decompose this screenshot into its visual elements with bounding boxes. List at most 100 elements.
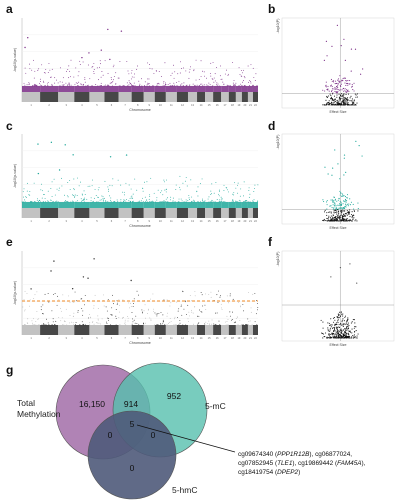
volcano-point: [353, 217, 355, 219]
manhattan-point: [253, 201, 254, 203]
manhattan-point: [180, 306, 182, 307]
manhattan-point: [101, 318, 103, 320]
volcano-point: [324, 218, 326, 220]
chromosome-band-10: [154, 208, 166, 218]
volcano-point: [337, 89, 339, 91]
manhattan-point: [180, 304, 182, 306]
chromosome-tick-label: 13: [191, 103, 194, 107]
manhattan-point: [67, 196, 69, 198]
manhattan-outlier-point: [125, 154, 128, 156]
manhattan-point: [156, 324, 158, 326]
manhattan-point: [220, 303, 222, 305]
manhattan-point: [66, 70, 68, 72]
manhattan-point: [63, 85, 65, 87]
manhattan-point: [66, 85, 68, 87]
manhattan-point: [124, 199, 126, 201]
manhattan-point: [152, 293, 154, 295]
significant-band-12: [176, 86, 188, 92]
manhattan-point: [184, 201, 186, 203]
manhattan-point: [149, 67, 151, 69]
significant-band-16: [213, 202, 222, 208]
manhattan-point: [55, 201, 57, 203]
manhattan-point: [107, 319, 109, 321]
manhattan-point: [244, 85, 246, 87]
manhattan-point: [165, 188, 167, 190]
manhattan-point: [42, 313, 43, 314]
manhattan-point: [201, 178, 203, 180]
manhattan-point: [68, 295, 70, 297]
volcano-point: [345, 201, 347, 203]
manhattan-point: [36, 291, 38, 293]
manhattan-point: [109, 195, 111, 197]
manhattan-point: [141, 311, 143, 313]
manhattan-point: [126, 85, 128, 87]
volcano-point: [339, 329, 341, 331]
manhattan-point: [170, 196, 172, 198]
manhattan-point: [204, 323, 206, 325]
manhattan-point: [221, 308, 223, 310]
volcano-point: [346, 330, 348, 332]
volcano-point: [354, 220, 356, 222]
manhattan-point: [211, 183, 213, 185]
manhattan-point: [124, 319, 126, 321]
volcano-point: [336, 94, 338, 96]
volcano-point: [334, 333, 336, 335]
chromosome-tick-label: 6: [111, 336, 113, 340]
chromosome-band-6: [104, 325, 119, 335]
manhattan-point: [74, 291, 76, 293]
manhattan-point: [152, 200, 154, 202]
manhattan-point: [64, 201, 66, 203]
chromosome-tick-label: 15: [208, 336, 211, 340]
manhattan-point: [212, 78, 214, 80]
manhattan-point: [173, 85, 175, 87]
volcano-point: [332, 220, 334, 222]
manhattan-point: [32, 324, 34, 326]
manhattan-point: [188, 311, 190, 313]
volcano-point: [342, 217, 344, 220]
volcano-point: [344, 103, 346, 105]
manhattan-point: [172, 197, 174, 199]
manhattan-point: [144, 81, 146, 83]
volcano-point: [333, 216, 335, 219]
volcano-point: [339, 104, 341, 106]
volcano-point: [343, 335, 345, 337]
volcano-point: [331, 89, 333, 92]
volcano-plot-f: Effect Size-log10(P): [276, 250, 395, 347]
volcano-point: [326, 208, 328, 210]
significant-band-2: [40, 86, 59, 92]
manhattan-outlier-point: [72, 154, 74, 156]
manhattan-point: [157, 313, 159, 315]
volcano-point: [339, 315, 341, 317]
panel-e: e 1 2 3 4 5 6 7 8 9 10 11 12 13 14 15 16 17 18 19 20 21 22Chr…: [6, 235, 259, 345]
manhattan-point: [240, 75, 242, 77]
volcano-point: [325, 332, 327, 334]
manhattan-point: [218, 201, 220, 203]
manhattan-point: [93, 197, 95, 199]
manhattan-point: [204, 200, 206, 202]
volcano-point: [360, 73, 362, 75]
manhattan-outlier-point: [58, 169, 61, 171]
manhattan-point: [69, 70, 71, 72]
manhattan-point: [213, 192, 215, 194]
manhattan-point: [160, 323, 162, 325]
manhattan-point: [219, 295, 221, 297]
volcano-point: [344, 220, 346, 222]
manhattan-point: [222, 201, 224, 203]
manhattan-point: [99, 66, 100, 68]
manhattan-point: [24, 84, 26, 86]
manhattan-point: [79, 324, 81, 326]
manhattan-point: [219, 75, 221, 77]
manhattan-point: [250, 80, 252, 82]
volcano-point: [330, 97, 332, 99]
manhattan-point: [47, 293, 49, 295]
manhattan-point: [141, 309, 143, 311]
manhattan-point: [133, 319, 135, 321]
manhattan-point: [91, 66, 93, 68]
manhattan-point: [212, 85, 214, 87]
significant-band-9: [143, 202, 155, 208]
manhattan-point: [191, 200, 193, 202]
volcano-point: [345, 91, 347, 93]
volcano-point: [344, 218, 346, 220]
manhattan-point: [122, 299, 124, 301]
manhattan-point: [87, 185, 89, 187]
